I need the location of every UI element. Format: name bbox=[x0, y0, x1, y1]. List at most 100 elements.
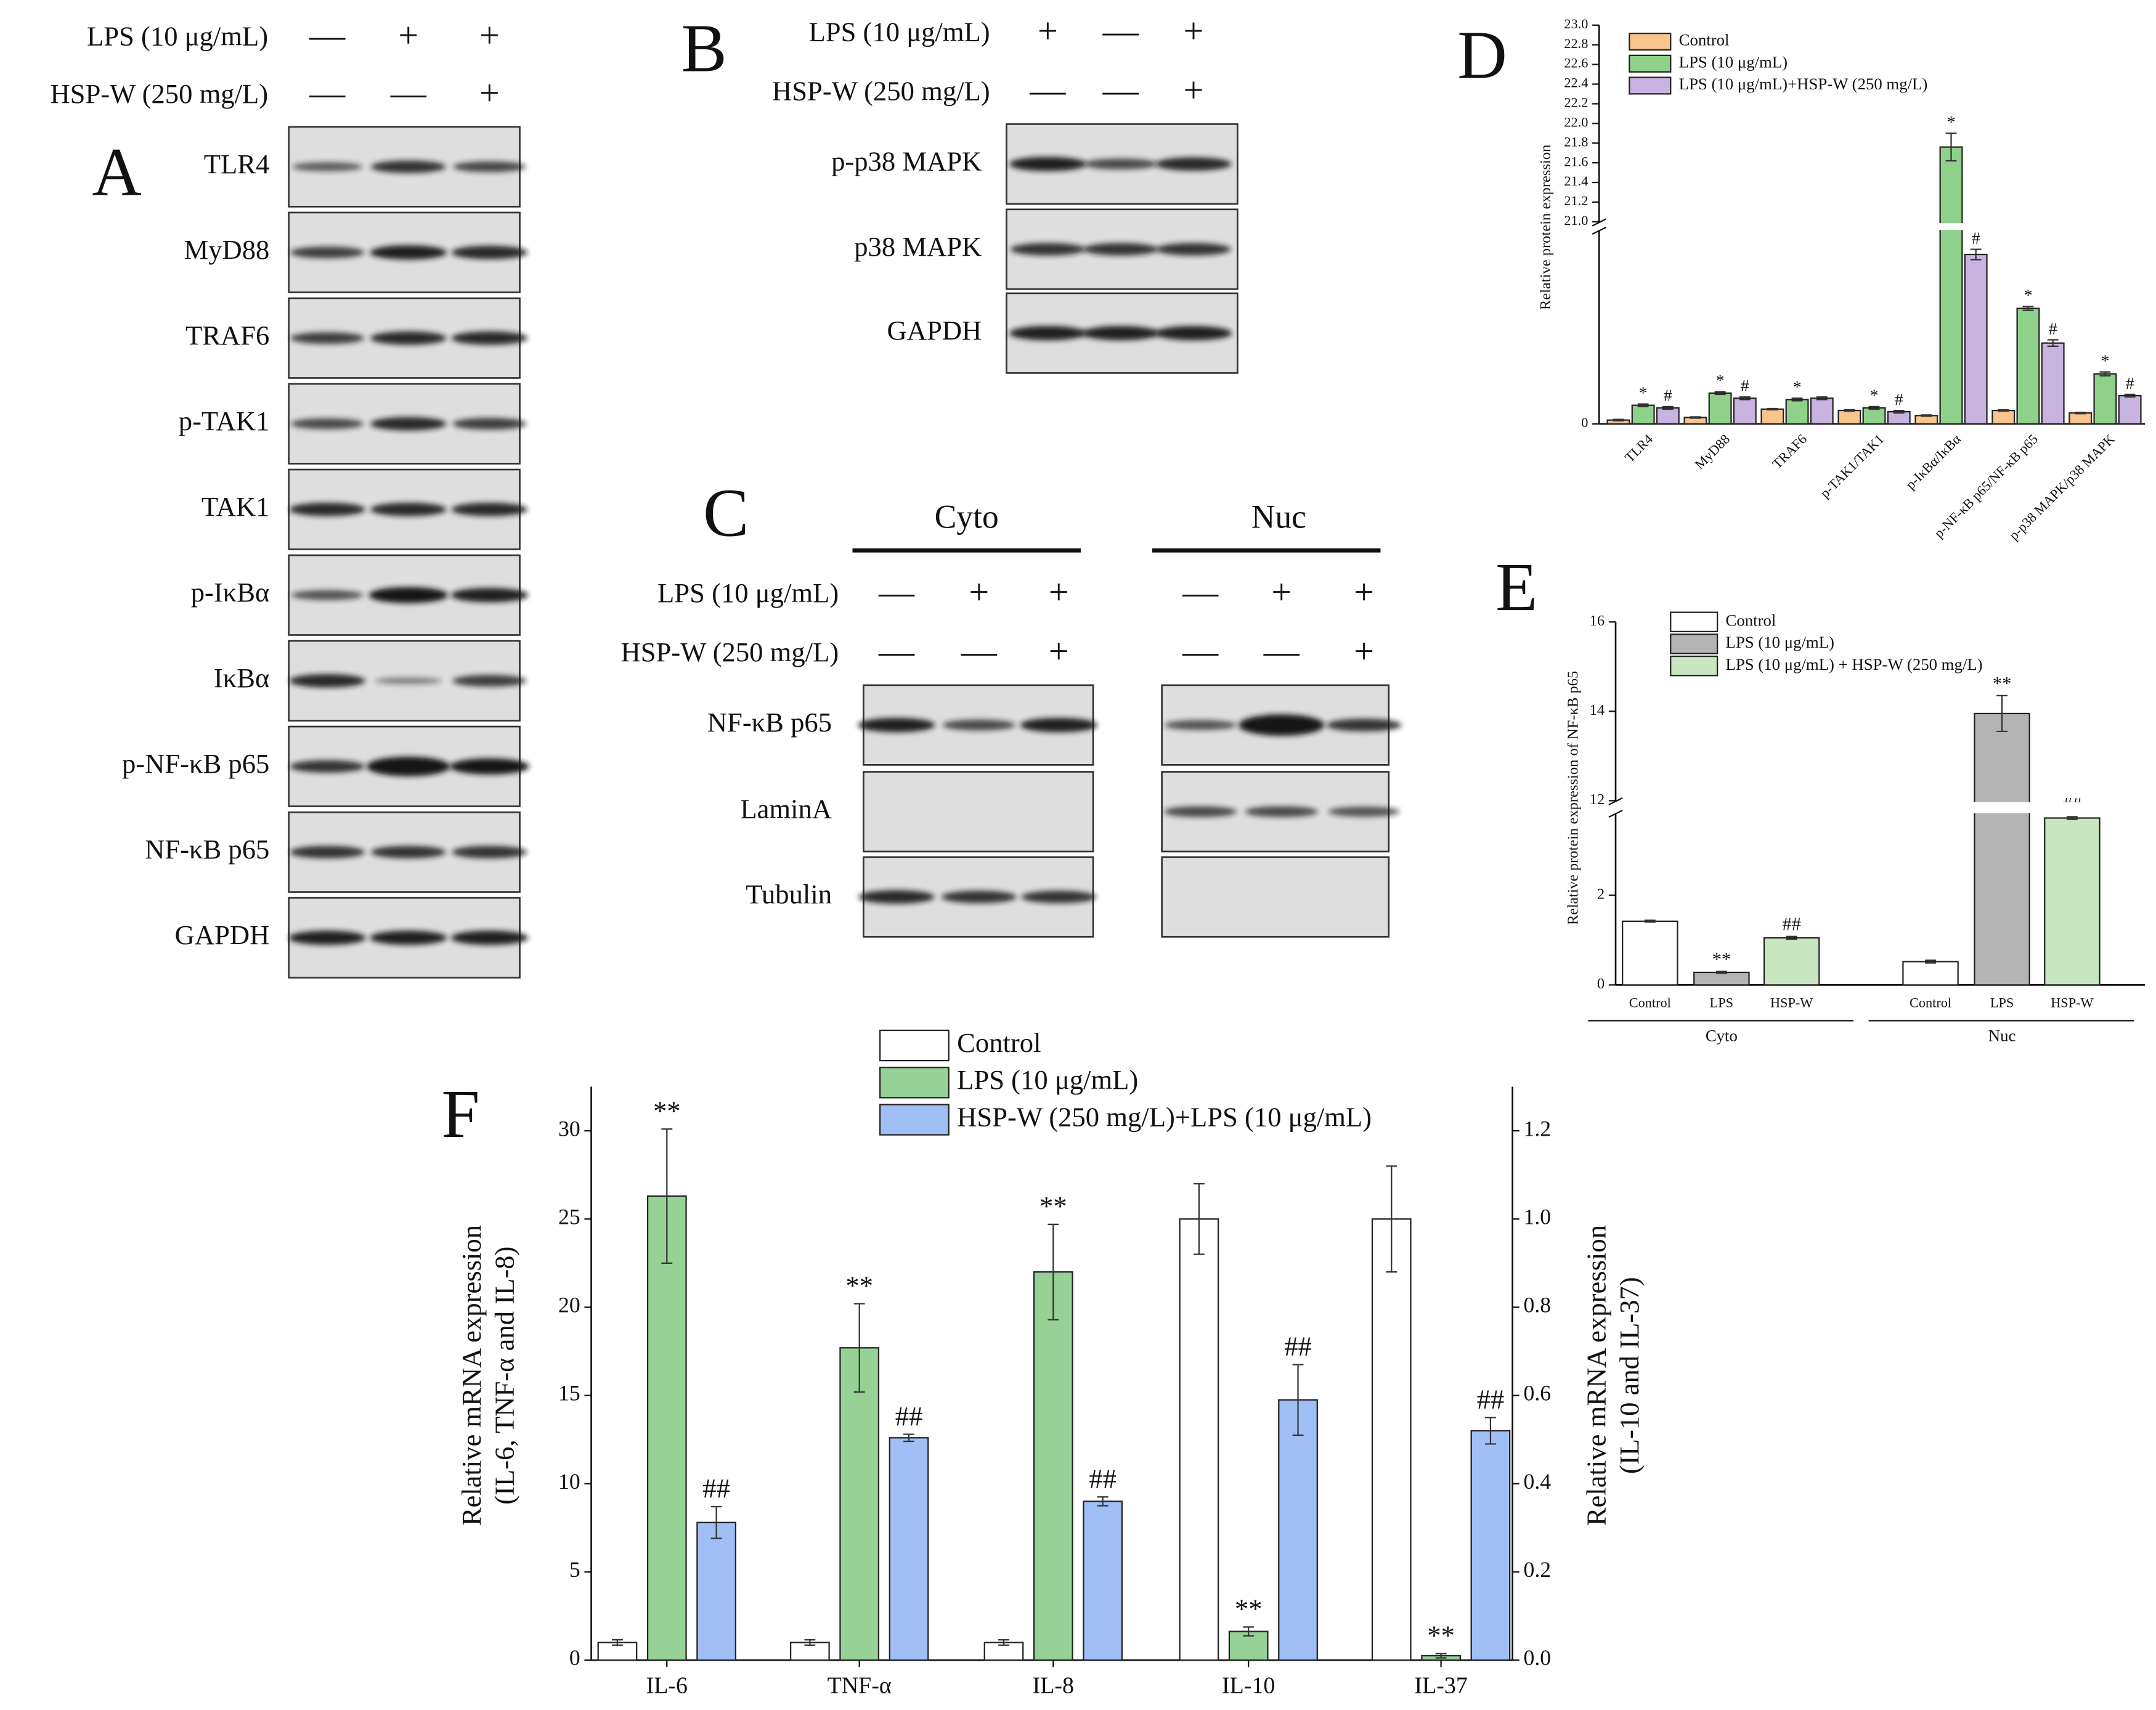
error-bar bbox=[1996, 694, 2008, 733]
group-label: Cyto bbox=[935, 498, 999, 535]
band bbox=[289, 674, 365, 688]
band bbox=[371, 845, 446, 858]
error-bar bbox=[2124, 393, 2136, 398]
error-bar bbox=[2022, 306, 2034, 311]
group-label: Nuc bbox=[1251, 498, 1306, 535]
condition-mark: + bbox=[1354, 572, 1374, 612]
bar bbox=[696, 1521, 736, 1661]
significance-label: ** bbox=[1235, 1594, 1263, 1624]
condition-label: HSP-W (250 mg/L) bbox=[621, 637, 839, 667]
x-tick-label: IL-6 bbox=[646, 1672, 688, 1698]
y-axis-label: Relative protein expression of NF-κB p65 bbox=[1565, 671, 1582, 925]
panel-letter: D bbox=[1457, 18, 1507, 94]
significance-label: ## bbox=[1284, 1331, 1312, 1362]
blot-label: TRAF6 bbox=[185, 320, 269, 351]
condition-mark: — bbox=[1102, 70, 1139, 110]
tick-label: 0.2 bbox=[1524, 1557, 1552, 1582]
error-bar bbox=[1714, 391, 1726, 396]
legend-swatch bbox=[879, 1104, 950, 1136]
significance-label: * bbox=[1639, 383, 1648, 402]
significance-label: ## bbox=[702, 1473, 730, 1504]
error-bar bbox=[1715, 971, 1727, 974]
error-bar bbox=[1970, 248, 1982, 261]
bar bbox=[1902, 961, 1959, 986]
tick-label: 0 bbox=[569, 1645, 580, 1670]
error-bar bbox=[1921, 414, 1932, 417]
tick-label: 30 bbox=[558, 1116, 580, 1141]
significance-label: * bbox=[1947, 113, 1956, 132]
band bbox=[942, 890, 1017, 903]
condition-mark: + bbox=[1184, 70, 1204, 110]
band bbox=[942, 719, 1015, 731]
band bbox=[1020, 718, 1097, 733]
tick-label: 21.6 bbox=[1564, 153, 1588, 169]
band bbox=[289, 502, 365, 516]
legend-label: Control bbox=[957, 1027, 1041, 1058]
blot-label: p38 MAPK bbox=[854, 231, 982, 262]
legend-swatch bbox=[1629, 54, 1672, 73]
band bbox=[290, 760, 365, 773]
bar bbox=[1708, 392, 1732, 425]
condition-mark: + bbox=[1271, 572, 1292, 612]
x-tick-label: Cyto bbox=[1706, 1026, 1738, 1044]
band bbox=[291, 418, 364, 430]
blot-label: p-p38 MAPK bbox=[831, 145, 982, 176]
tick-label: 1.0 bbox=[1524, 1204, 1552, 1229]
blot-label: p-NF-κB p65 bbox=[122, 748, 269, 779]
error-bar bbox=[2047, 339, 2059, 348]
band bbox=[1326, 719, 1402, 731]
condition-mark: + bbox=[1354, 631, 1374, 671]
tick-label: 22.2 bbox=[1564, 95, 1588, 110]
error-bar bbox=[804, 1639, 816, 1646]
tick-label: 22.6 bbox=[1564, 55, 1588, 71]
x-tick-label: TNF-α bbox=[828, 1672, 892, 1698]
blot-label: GAPDH bbox=[887, 315, 982, 346]
band bbox=[371, 160, 446, 173]
band bbox=[1328, 807, 1400, 817]
bar bbox=[1964, 253, 1988, 425]
bar-label: HSP-W bbox=[1770, 995, 1813, 1011]
bar bbox=[1991, 409, 2016, 425]
band bbox=[366, 756, 450, 776]
blot-label: MyD88 bbox=[184, 234, 270, 265]
significance-label: ** bbox=[653, 1095, 681, 1126]
y2-axis-label: (IL-10 and IL-37) bbox=[1614, 1277, 1645, 1474]
condition-mark: — bbox=[878, 631, 915, 671]
band bbox=[368, 587, 449, 603]
significance-label: # bbox=[2049, 319, 2057, 338]
bar-label: LPS bbox=[1710, 995, 1733, 1011]
blot-label: p-TAK1 bbox=[179, 405, 270, 436]
significance-label: # bbox=[1972, 229, 1980, 248]
condition-mark: — bbox=[878, 572, 915, 612]
band bbox=[1155, 157, 1232, 171]
tick-label: 0.6 bbox=[1524, 1381, 1552, 1406]
error-bar bbox=[1613, 418, 1624, 421]
band bbox=[1164, 806, 1237, 817]
legend-label: LPS (10 μg/mL)+HSP-W (250 mg/L) bbox=[1679, 75, 1928, 93]
y-axis-label: (IL-6, TNF-α and IL-8) bbox=[489, 1247, 520, 1505]
error-bar bbox=[2099, 371, 2111, 377]
error-bar bbox=[612, 1639, 623, 1646]
bar bbox=[1693, 971, 1750, 986]
legend-label: Control bbox=[1679, 31, 1730, 49]
significance-label: ** bbox=[845, 1270, 873, 1301]
band bbox=[450, 758, 529, 775]
bar bbox=[2093, 373, 2117, 425]
error-bar bbox=[1193, 1183, 1205, 1255]
band bbox=[1009, 326, 1086, 341]
error-bar bbox=[903, 1433, 914, 1443]
error-bar bbox=[1292, 1364, 1304, 1436]
significance-label: ## bbox=[1089, 1463, 1117, 1494]
bar bbox=[1622, 920, 1678, 986]
axis-break bbox=[1588, 223, 2146, 230]
band bbox=[370, 930, 447, 945]
error-bar bbox=[661, 1128, 673, 1264]
band bbox=[1009, 157, 1086, 171]
tick-label: 22.4 bbox=[1564, 75, 1588, 91]
condition-mark: — bbox=[1182, 572, 1219, 612]
band bbox=[291, 590, 364, 600]
condition-mark: — bbox=[1029, 70, 1066, 110]
error-bar bbox=[853, 1303, 865, 1393]
y-axis-label: Relative mRNA expression bbox=[456, 1225, 487, 1526]
significance-label: * bbox=[2024, 286, 2033, 305]
